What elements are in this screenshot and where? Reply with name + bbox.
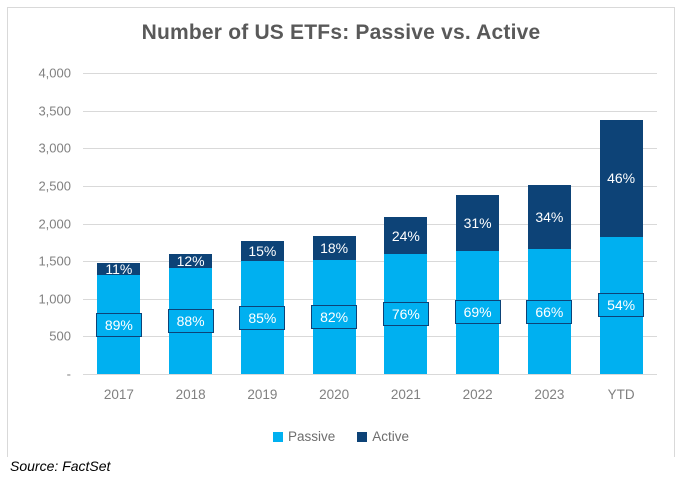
bar-label-passive-2022: 69% [454, 300, 501, 325]
bar-segment-active-2021 [384, 216, 428, 255]
bar-label-active-2020: 18% [320, 239, 349, 256]
y-axis-tick-label: - [66, 366, 71, 382]
bar-label-passive-2023: 66% [526, 299, 573, 324]
bar-label-passive-2020: 82% [311, 305, 358, 330]
x-axis-label-2021: 2021 [390, 387, 421, 402]
gridline-1500 [83, 261, 657, 263]
y-axis-tick-label: 1,500 [38, 253, 71, 269]
gridline-2500 [83, 185, 657, 187]
bar-segment-active-2018 [169, 253, 213, 268]
gridline-3000 [83, 148, 657, 150]
y-axis-tick-label: 3,000 [38, 140, 71, 156]
x-axis-label-YTD: YTD [607, 387, 635, 402]
legend-label-passive: Passive [287, 429, 336, 444]
x-axis-label-2017: 2017 [103, 387, 134, 402]
bar-segment-active-2019 [240, 240, 284, 262]
x-axis-label-2023: 2023 [534, 387, 565, 402]
gridline-1000 [83, 298, 657, 300]
chart-frame: Number of US ETFs: Passive vs. Active 4,… [7, 7, 675, 457]
x-axis-label-2018: 2018 [175, 387, 206, 402]
bar-label-passive-2017: 89% [95, 312, 142, 337]
bar-segment-active-2020 [312, 235, 356, 261]
chart-title: Number of US ETFs: Passive vs. Active [141, 21, 541, 44]
plot-area: 4,000 3,500 3,000 2,500 2,000 1,500 1,000 500 - 1… [8, 8, 674, 457]
bar-label-active-2019: 15% [248, 242, 277, 259]
bar-label-active-2022: 31% [463, 214, 492, 231]
bar-label-active-2023: 34% [535, 209, 564, 226]
source-note: Source: FactSet [10, 458, 111, 474]
bar-label-passive-2018: 88% [167, 308, 214, 333]
y-axis-tick-label: 1,000 [38, 291, 71, 307]
legend-label-active: Active [372, 429, 410, 444]
legend-item-active: Active [357, 429, 409, 444]
y-axis-tick-label: 4,000 [38, 65, 71, 81]
x-axis-label-2022: 2022 [462, 387, 493, 402]
gridline-0 [83, 374, 657, 375]
bar-label-active-2021: 24% [391, 227, 420, 244]
bar-label-active-YTD: 46% [607, 170, 636, 187]
bar-segment-active-2017 [97, 263, 141, 276]
y-axis-tick-label: 3,500 [38, 103, 71, 119]
bar-segment-active-2022 [456, 194, 500, 251]
gridline-4000 [83, 73, 657, 74]
legend-item-passive: Passive [272, 429, 336, 444]
x-axis-label-2019: 2019 [247, 387, 278, 402]
legend-swatch-passive [272, 431, 283, 442]
gridline-500 [83, 336, 657, 338]
bar-segment-active-YTD [599, 119, 643, 237]
y-axis-tick-label: 2,500 [38, 178, 71, 194]
gridline-2000 [83, 223, 657, 225]
x-axis-label-2020: 2020 [319, 387, 350, 402]
legend-swatch-active [357, 431, 368, 442]
y-axis-tick-label: 500 [49, 328, 71, 344]
bar-label-passive-2019: 85% [239, 305, 286, 330]
bar-label-passive-YTD: 54% [598, 293, 645, 318]
y-axis-tick-label: 2,000 [38, 216, 71, 231]
gridline-3500 [83, 110, 657, 112]
bar-label-active-2017: 11% [105, 261, 133, 278]
bar-segment-active-2023 [527, 185, 571, 250]
bar-label-passive-2021: 76% [382, 302, 429, 327]
legend: Passive Active [8, 429, 674, 444]
bar-label-active-2018: 12% [176, 252, 205, 269]
